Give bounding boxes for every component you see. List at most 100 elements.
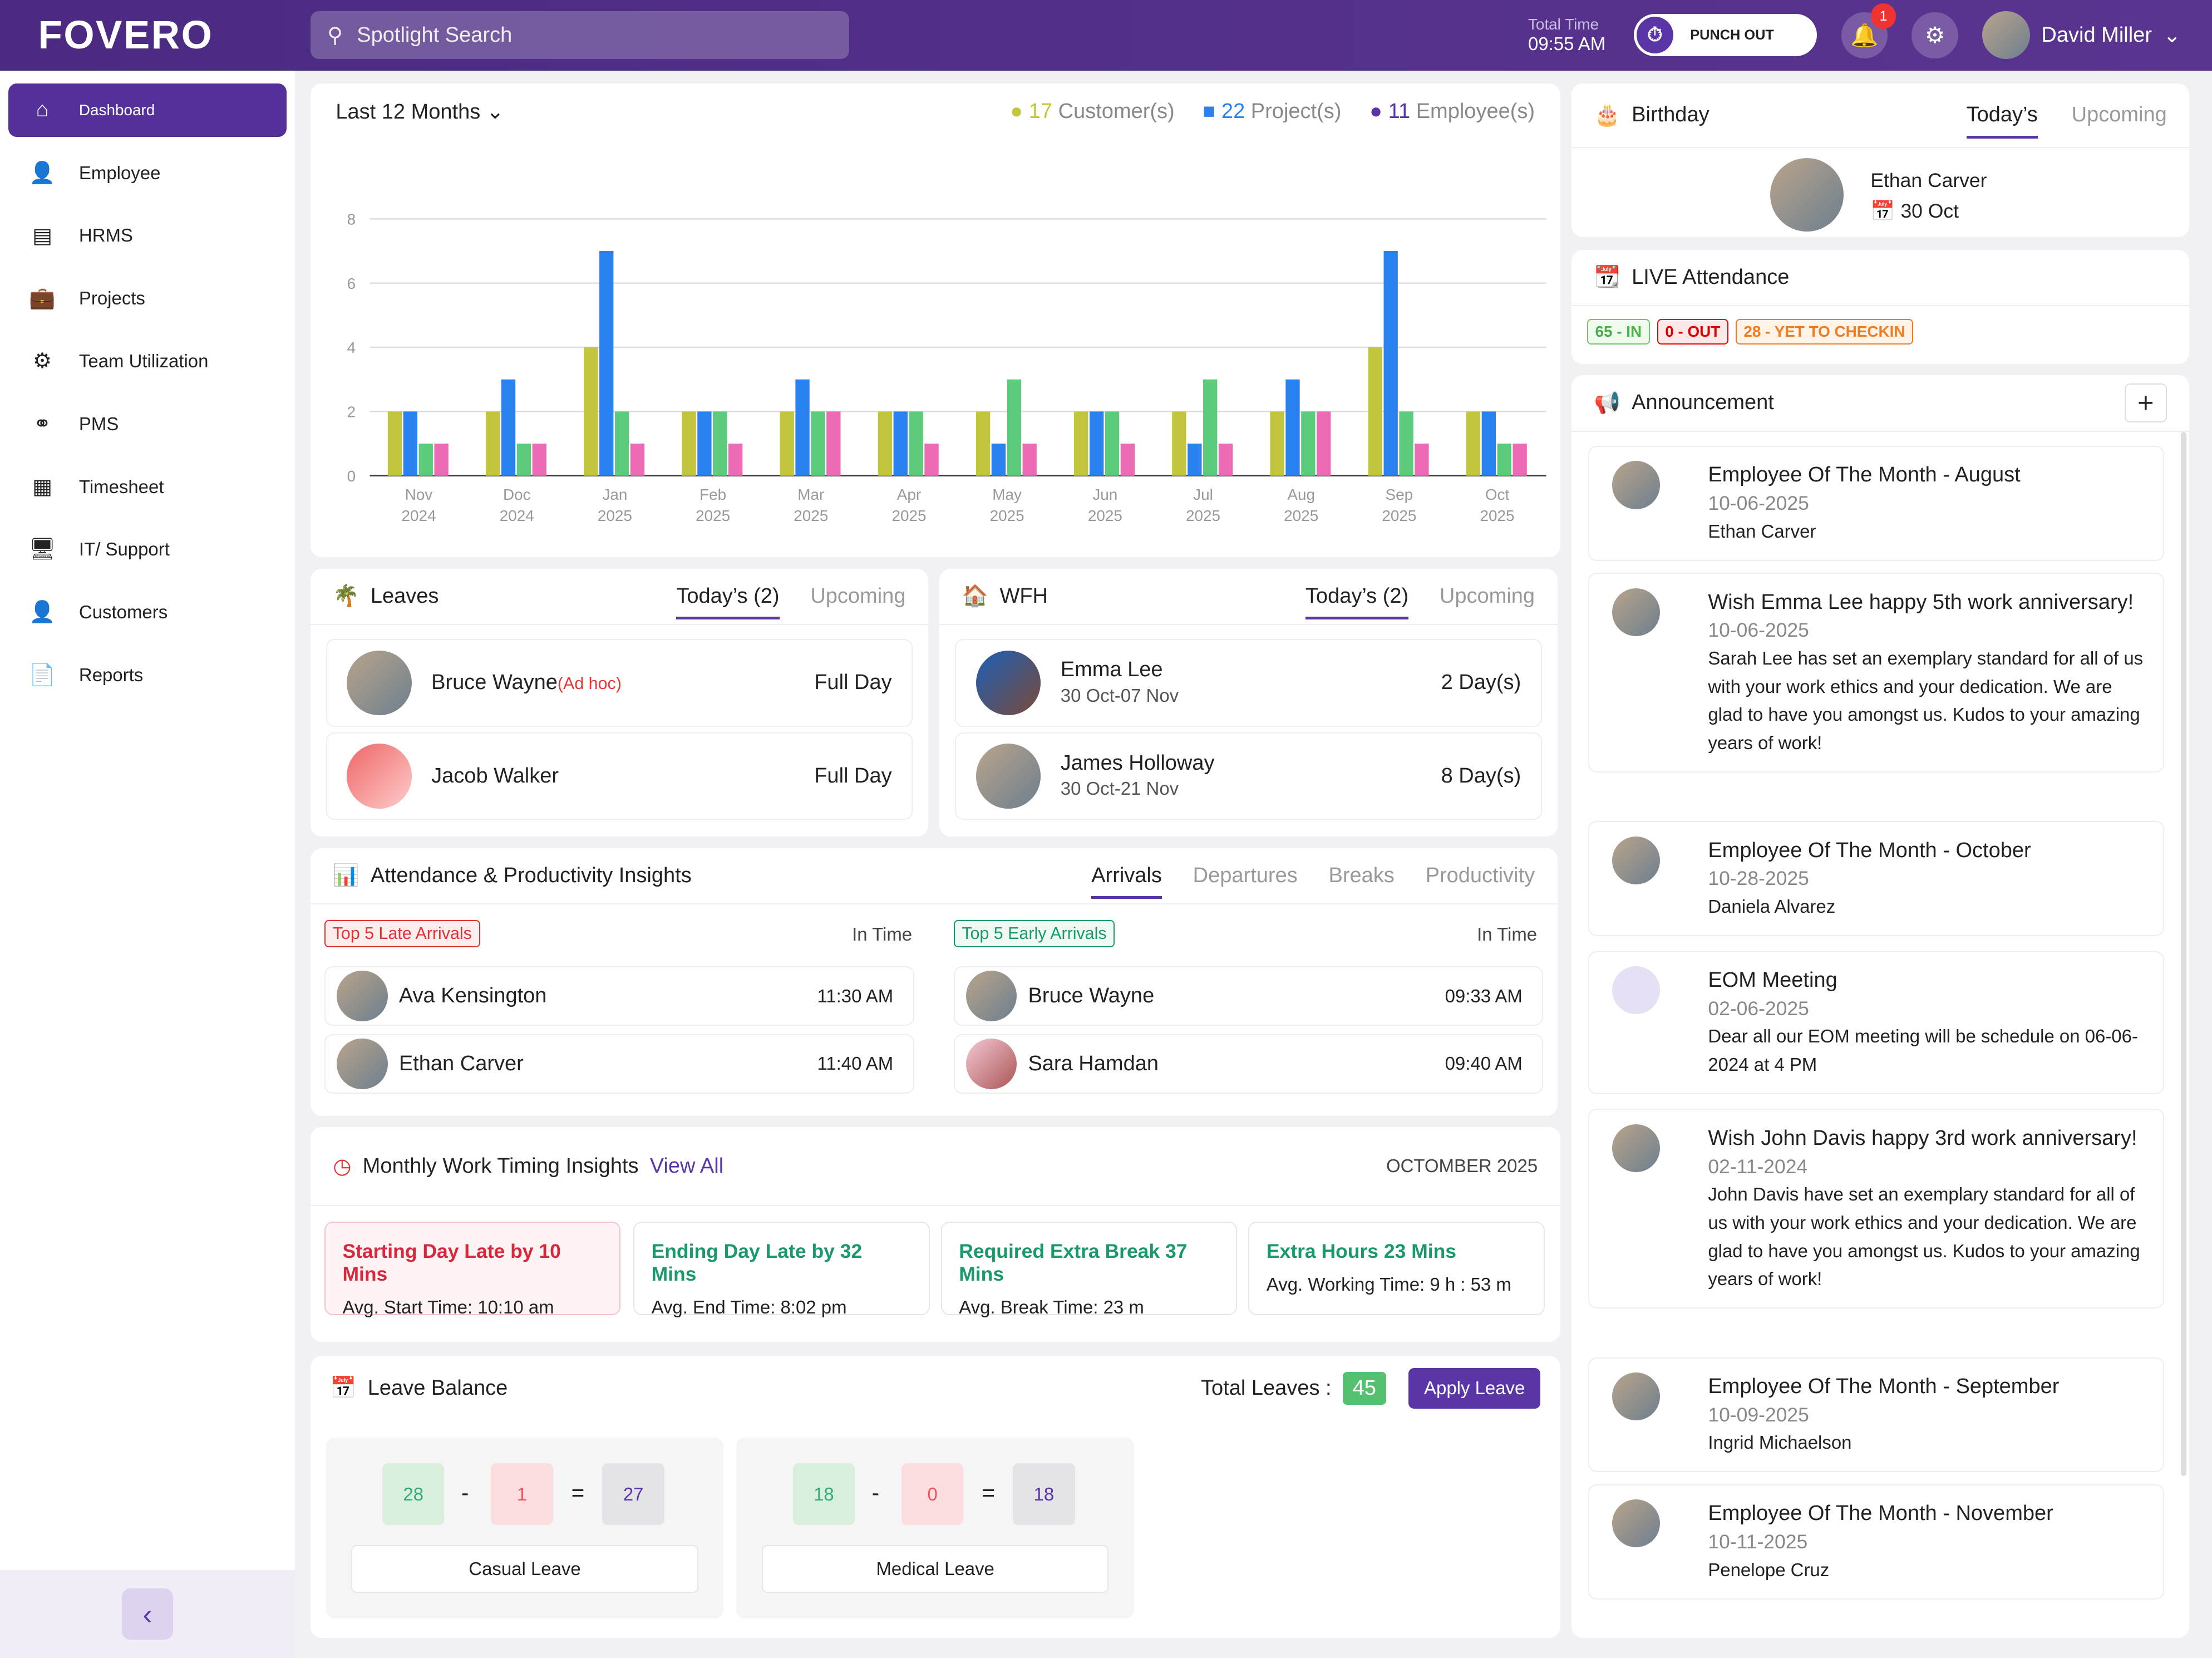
early-row: Bruce Wayne 09:33 AM bbox=[953, 966, 1544, 1026]
sidebar-item-label: Dashboard bbox=[78, 101, 155, 119]
apply-leave-button[interactable]: Apply Leave bbox=[1408, 1367, 1541, 1409]
x-tick-label: May bbox=[992, 485, 1022, 503]
in-count-badge[interactable]: 65 - IN bbox=[1587, 318, 1650, 345]
avatar bbox=[347, 650, 412, 716]
sidebar-item-employee[interactable]: 👤 Employee bbox=[8, 146, 286, 199]
announcement-body: Dear all our EOM meeting will be schedul… bbox=[1708, 1026, 2138, 1075]
team-icon: ⚙ bbox=[32, 350, 52, 373]
bar-projects bbox=[1383, 250, 1398, 476]
leave-type-panel: 28 - 1 = 27 Casual Leave bbox=[326, 1438, 724, 1618]
announcement-item[interactable]: Employee Of The Month - November 10-11-20… bbox=[1588, 1484, 2164, 1600]
insights-card: 📊 Attendance & Productivity Insights Arri… bbox=[310, 848, 1558, 1116]
scrollbar[interactable] bbox=[2181, 431, 2187, 1476]
sidebar-item-customers[interactable]: 👤 Customers bbox=[8, 586, 286, 639]
tab-breaks[interactable]: Breaks bbox=[1328, 863, 1395, 887]
sidebar-item-label: Projects bbox=[78, 288, 145, 309]
tab-departures[interactable]: Departures bbox=[1193, 863, 1298, 887]
birthday-name: Ethan Carver bbox=[1870, 169, 1987, 191]
employee-name: James Holloway bbox=[1060, 751, 1215, 775]
avatar bbox=[1612, 588, 1661, 636]
y-tick-label: 0 bbox=[347, 467, 356, 484]
projects-count: 22 bbox=[1221, 99, 1245, 123]
employee-name: Jacob Walker bbox=[431, 764, 559, 788]
birthday-title: Birthday bbox=[1632, 103, 1710, 127]
announcement-item[interactable]: Wish John Davis happy 3rd work anniversa… bbox=[1588, 1109, 2164, 1309]
bar-customer bbox=[1270, 411, 1284, 476]
megaphone-icon: 📢 bbox=[1594, 391, 1620, 415]
announcement-item[interactable]: Employee Of The Month - August 10-06-2025… bbox=[1588, 446, 2164, 561]
announcement-date: 02-06-2025 bbox=[1708, 997, 1809, 1020]
announcement-item[interactable]: EOM Meeting 02-06-2025 Dear all our EOM me… bbox=[1588, 951, 2164, 1095]
tab-birthday-today[interactable]: Today’s bbox=[1966, 103, 2038, 139]
chevron-left-icon[interactable]: ‹ bbox=[122, 1588, 173, 1640]
bell-icon: 🔔 bbox=[1850, 22, 1879, 48]
avatar bbox=[1612, 1372, 1661, 1421]
sidebar-item-dashboard[interactable]: ⌂ Dashboard bbox=[8, 83, 287, 137]
out-count-badge[interactable]: 0 - OUT bbox=[1657, 318, 1728, 345]
stopwatch-icon: ⏱ bbox=[1636, 17, 1673, 54]
announcement-item[interactable]: Employee Of The Month - September 10-09-2… bbox=[1588, 1357, 2164, 1473]
tab-productivity[interactable]: Productivity bbox=[1425, 863, 1535, 887]
punch-out-button[interactable]: ⏱ PUNCH OUT bbox=[1633, 14, 1817, 57]
sidebar-item-it-support[interactable]: 🖥 IT/ Support bbox=[8, 523, 286, 576]
sidebar-item-team-utilization[interactable]: ⚙ Team Utilization bbox=[8, 334, 286, 388]
tab-wfh-upcoming[interactable]: Upcoming bbox=[1439, 584, 1535, 608]
leave-total: 18 bbox=[792, 1463, 855, 1526]
insight-subtitle: Avg. End Time: 8:02 pm bbox=[651, 1296, 847, 1317]
notification-button[interactable]: 🔔 1 bbox=[1841, 3, 1896, 59]
total-leaves-label: Total Leaves : bbox=[1201, 1376, 1332, 1400]
arrival-time: 11:30 AM bbox=[817, 985, 894, 1006]
y-tick-label: 6 bbox=[347, 274, 356, 292]
user-menu[interactable]: David Miller ⌄ bbox=[1982, 11, 2181, 60]
x-tick-label: 2025 bbox=[1284, 506, 1318, 524]
avatar bbox=[1770, 158, 1844, 232]
x-tick-label: 2025 bbox=[891, 506, 926, 524]
leave-tag: (Ad hoc) bbox=[557, 674, 622, 693]
period-select[interactable]: Last 12 Months ⌄ bbox=[336, 99, 504, 124]
bar-customer bbox=[583, 347, 598, 476]
announcement-body: Sarah Lee has set an exemplary standard … bbox=[1708, 647, 2144, 754]
late-row: Ethan Carver 11:40 AM bbox=[324, 1034, 914, 1094]
gear-icon: ⚙ bbox=[1924, 22, 1945, 48]
tab-leaves-today[interactable]: Today’s (2) bbox=[676, 584, 780, 620]
announcement-item[interactable]: Wish Emma Lee happy 5th work anniversary… bbox=[1588, 573, 2164, 773]
sidebar-item-reports[interactable]: 📄 Reports bbox=[8, 648, 286, 702]
announcement-card: 📢 Announcement + Employee Of The Month - A… bbox=[1571, 375, 2190, 1639]
calendar-icon: 📅 bbox=[1870, 200, 1895, 223]
tab-leaves-upcoming[interactable]: Upcoming bbox=[810, 584, 906, 608]
arrival-time: 09:40 AM bbox=[1445, 1053, 1523, 1074]
late-row: Ava Kensington 11:30 AM bbox=[324, 966, 914, 1026]
add-announcement-button[interactable]: + bbox=[2124, 383, 2167, 423]
sidebar-item-pms[interactable]: ⚭ PMS bbox=[8, 397, 286, 451]
bar-employees-left bbox=[532, 443, 546, 476]
org-icon: ⚭ bbox=[33, 412, 51, 436]
sidebar-item-hrms[interactable]: ▤ HRMS bbox=[8, 209, 286, 262]
announcement-item[interactable]: Employee Of The Month - October 10-28-202… bbox=[1588, 821, 2164, 937]
announcement-item-title: Wish Emma Lee happy 5th work anniversary… bbox=[1708, 590, 2134, 614]
sidebar: ⌂ Dashboard 👤 Employee ▤ HRMS 💼 Projects ⚙ Team U… bbox=[0, 70, 295, 1658]
sidebar-item-label: PMS bbox=[78, 413, 119, 434]
wfh-title: WFH bbox=[999, 584, 1048, 608]
total-time-value: 09:55 AM bbox=[1528, 33, 1606, 55]
wfh-days: 8 Day(s) bbox=[1441, 764, 1521, 788]
sidebar-item-label: IT/ Support bbox=[78, 539, 170, 560]
bar-employees-onboarded bbox=[1105, 411, 1119, 476]
tab-wfh-today[interactable]: Today’s (2) bbox=[1305, 584, 1409, 620]
sidebar-item-label: Team Utilization bbox=[78, 350, 209, 371]
tab-birthday-upcoming[interactable]: Upcoming bbox=[2071, 103, 2167, 127]
search-input[interactable]: ⚲ Spotlight Search bbox=[310, 11, 850, 60]
megaphone-icon bbox=[1612, 966, 1661, 1015]
yet-to-checkin-badge[interactable]: 28 - YET TO CHECKIN bbox=[1735, 318, 1914, 345]
house-icon: 🏠 bbox=[962, 584, 989, 608]
sidebar-item-timesheet[interactable]: ▦ Timesheet bbox=[8, 460, 286, 513]
tab-arrivals[interactable]: Arrivals bbox=[1091, 864, 1162, 899]
announcement-item-title: Employee Of The Month - October bbox=[1708, 838, 2031, 862]
settings-button[interactable]: ⚙ bbox=[1912, 12, 1958, 59]
timing-insight-card: Required Extra Break 37 Mins Avg. Break T… bbox=[940, 1222, 1238, 1317]
avatar bbox=[976, 743, 1041, 809]
announcement-body: Ingrid Michaelson bbox=[1708, 1432, 1852, 1453]
bar-projects bbox=[1481, 411, 1496, 476]
sidebar-item-projects[interactable]: 💼 Projects bbox=[8, 272, 286, 325]
view-all-link[interactable]: View All bbox=[649, 1154, 724, 1178]
bar-employees-onboarded bbox=[1399, 411, 1413, 476]
